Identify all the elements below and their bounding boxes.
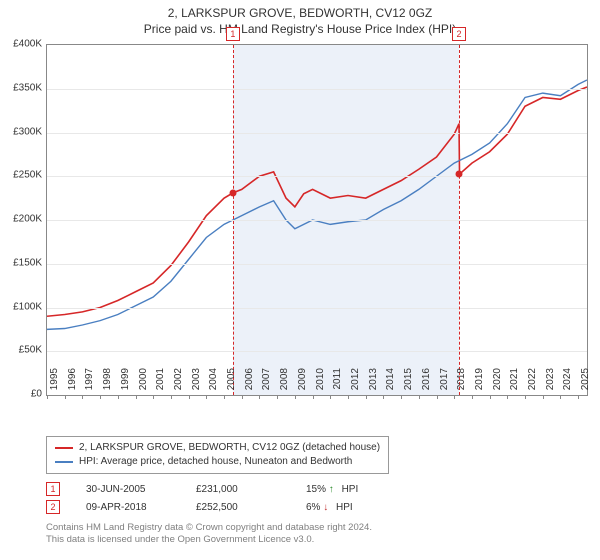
x-axis-label: 2010 [315,368,326,398]
transaction-pct: 15% ↑ HPI [306,484,416,495]
x-axis-label: 2022 [527,368,538,398]
x-axis-label: 2007 [261,368,272,398]
x-axis-label: 2013 [368,368,379,398]
legend-swatch [55,461,73,463]
x-axis-label: 2025 [580,368,591,398]
y-axis-label: £200K [0,214,42,225]
x-axis-label: 2016 [421,368,432,398]
legend-label: HPI: Average price, detached house, Nune… [79,455,352,469]
marker-dot-icon [229,189,236,196]
chart-container: 2, LARKSPUR GROVE, BEDWORTH, CV12 0GZ Pr… [0,0,600,560]
transaction-row: 2 09-APR-2018 £252,500 6% ↓ HPI [46,498,416,516]
x-axis-label: 2009 [297,368,308,398]
arrow-down-icon: ↓ [323,502,333,513]
x-axis-label: 2015 [403,368,414,398]
x-axis-label: 2001 [155,368,166,398]
x-axis-label: 1996 [67,368,78,398]
x-axis-label: 2000 [138,368,149,398]
y-axis-label: £150K [0,257,42,268]
x-axis-label: 2019 [474,368,485,398]
x-axis-label: 2023 [545,368,556,398]
y-axis-label: £300K [0,126,42,137]
y-axis-label: £400K [0,39,42,50]
legend-item: 2, LARKSPUR GROVE, BEDWORTH, CV12 0GZ (d… [55,441,380,455]
x-axis-label: 2008 [279,368,290,398]
x-axis-label: 2002 [173,368,184,398]
marker-box: 1 [226,27,240,41]
y-axis-label: £100K [0,301,42,312]
marker-line [459,45,460,395]
y-axis-label: £350K [0,82,42,93]
x-axis-label: 2024 [562,368,573,398]
marker-line [233,45,234,395]
x-axis-label: 1999 [120,368,131,398]
x-axis-label: 1997 [84,368,95,398]
x-axis-label: 1998 [102,368,113,398]
transaction-date: 30-JUN-2005 [86,484,196,495]
x-axis-label: 2004 [208,368,219,398]
arrow-up-icon: ↑ [329,484,339,495]
transaction-pct: 6% ↓ HPI [306,502,416,513]
x-axis-label: 1995 [49,368,60,398]
y-axis-label: £250K [0,170,42,181]
footnote: Contains HM Land Registry data © Crown c… [46,522,372,546]
x-axis-label: 2011 [332,368,343,398]
chart-area: 12 1995199619971998199920002001200220032… [46,44,586,394]
transaction-price: £231,000 [196,484,306,495]
x-axis-label: 2020 [492,368,503,398]
series-line [47,80,587,329]
transaction-table: 1 30-JUN-2005 £231,000 15% ↑ HPI 2 09-AP… [46,480,416,516]
y-axis-label: £0 [0,389,42,400]
x-axis-label: 2017 [439,368,450,398]
x-axis-label: 2003 [191,368,202,398]
x-axis-label: 2014 [385,368,396,398]
transaction-marker: 2 [46,500,60,514]
series-line [47,87,587,316]
legend-swatch [55,447,73,449]
y-axis-label: £50K [0,345,42,356]
transaction-date: 09-APR-2018 [86,502,196,513]
legend: 2, LARKSPUR GROVE, BEDWORTH, CV12 0GZ (d… [46,436,389,474]
transaction-row: 1 30-JUN-2005 £231,000 15% ↑ HPI [46,480,416,498]
x-axis-label: 2006 [244,368,255,398]
legend-item: HPI: Average price, detached house, Nune… [55,455,380,469]
marker-dot-icon [455,171,462,178]
x-axis-label: 2018 [456,368,467,398]
x-axis-label: 2005 [226,368,237,398]
plot-region: 12 [46,44,588,396]
marker-box: 2 [452,27,466,41]
transaction-price: £252,500 [196,502,306,513]
x-axis-label: 2012 [350,368,361,398]
legend-label: 2, LARKSPUR GROVE, BEDWORTH, CV12 0GZ (d… [79,441,380,455]
transaction-marker: 1 [46,482,60,496]
chart-subtitle: Price paid vs. HM Land Registry's House … [0,20,600,40]
x-axis-label: 2021 [509,368,520,398]
chart-title: 2, LARKSPUR GROVE, BEDWORTH, CV12 0GZ [0,0,600,20]
